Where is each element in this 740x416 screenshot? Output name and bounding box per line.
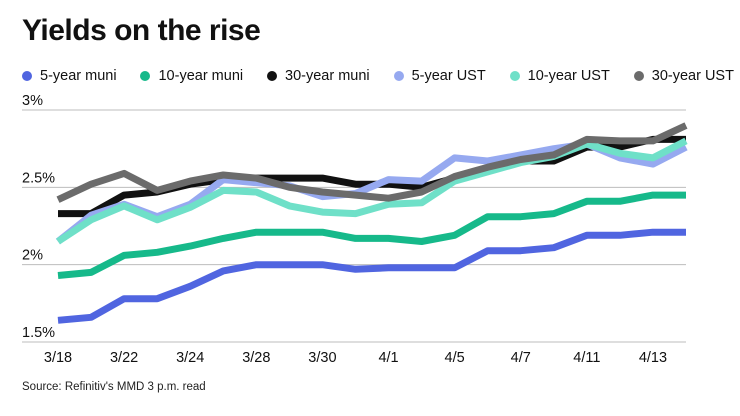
x-tick-label: 4/7 (511, 350, 531, 366)
legend-item-5-year-muni: 5-year muni (22, 68, 117, 84)
series-line-10-year-muni (57, 191, 686, 279)
legend-marker (633, 71, 644, 81)
legend-item-5-year-ust: 5-year UST (393, 68, 486, 84)
legend-label: 5-year UST (411, 68, 486, 84)
legend-marker (140, 71, 151, 81)
series-line-5-year-muni (57, 228, 686, 324)
legend-marker (393, 71, 404, 81)
legend-marker (267, 71, 278, 81)
y-tick-label: 1.5% (22, 325, 55, 341)
source-note: Source: Refinitiv's MMD 3 p.m. read (22, 381, 206, 393)
legend-label: 30-year UST (651, 68, 734, 84)
legend-item-30-year-muni: 30-year muni (267, 68, 370, 84)
x-tick-label: 3/28 (242, 350, 270, 366)
legend-item-10-year-ust: 10-year UST (509, 68, 610, 84)
legend-marker (22, 71, 32, 81)
chart-title: Yields on the rise (22, 14, 261, 47)
legend-label: 30-year muni (285, 68, 370, 84)
y-tick-label: 2.5% (22, 170, 55, 186)
x-tick-label: 3/30 (308, 350, 336, 366)
x-tick-label: 4/1 (378, 350, 398, 366)
series-line-10-year-ust (56, 137, 688, 245)
legend-item-30-year-ust: 30-year UST (633, 68, 734, 84)
legend: 5-year muni 10-year muni 30-year muni 5-yea… (22, 66, 734, 86)
x-tick-label: 3/22 (110, 350, 138, 366)
y-tick-label: 3% (22, 93, 43, 109)
y-tick-label: 2% (22, 248, 43, 264)
legend-item-10-year-muni: 10-year muni (140, 68, 243, 84)
legend-label: 10-year UST (527, 68, 610, 84)
x-tick-label: 3/18 (44, 350, 72, 366)
x-tick-label: 4/13 (639, 350, 667, 366)
x-tick-label: 3/24 (176, 350, 204, 366)
x-tick-label: 4/11 (573, 350, 600, 366)
x-tick-label: 4/5 (445, 350, 465, 366)
series-line-30-year-ust (56, 122, 688, 203)
legend-label: 10-year muni (158, 68, 244, 84)
legend-marker (509, 71, 520, 81)
legend-label: 5-year muni (40, 68, 117, 84)
